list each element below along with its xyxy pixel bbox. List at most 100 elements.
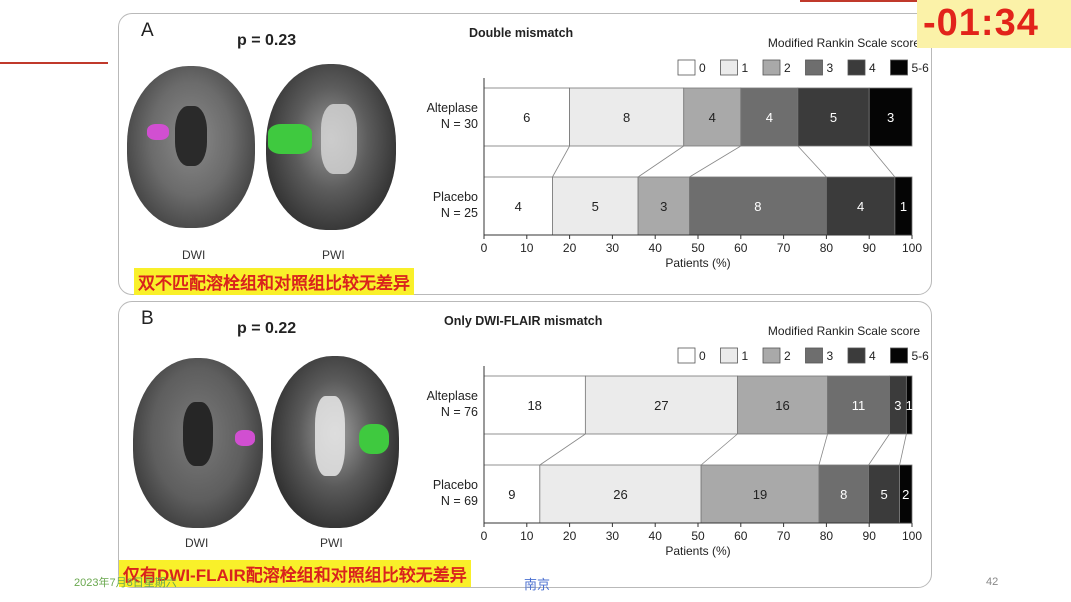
x-tick-label-0: 0	[481, 241, 488, 255]
connector-line	[797, 145, 827, 178]
bar-segment-placebo-4	[868, 464, 900, 524]
legend-title: Modified Rankin Scale score	[768, 36, 920, 50]
group-n-placebo: N = 25	[441, 206, 478, 220]
connector-line	[868, 145, 896, 178]
x-tick-label-20: 20	[563, 529, 577, 543]
legend-swatch-3	[805, 347, 823, 364]
x-tick-label-70: 70	[777, 529, 791, 543]
group-label-alteplase: Alteplase	[427, 101, 478, 115]
bar-value-placebo-4: 4	[857, 199, 864, 214]
pwi-label: PWI	[320, 536, 343, 550]
connector-line	[539, 433, 586, 466]
legend-label-0: 0	[699, 349, 706, 363]
conclusion-caption: 仅有DWI-FLAIR配溶栓组和对照组比较无差异	[119, 560, 471, 587]
group-n-alteplase: N = 76	[441, 405, 478, 419]
legend-swatch-4	[847, 347, 866, 364]
pwi-brain-image	[271, 356, 399, 528]
connector-line	[700, 433, 738, 466]
bar-value-placebo-5-6: 1	[900, 199, 907, 214]
ventricle-shape	[183, 402, 213, 466]
legend-label-3: 3	[827, 349, 834, 363]
x-tick-label-40: 40	[649, 529, 663, 543]
x-tick-label-100: 100	[902, 529, 922, 543]
legend-swatch-0	[677, 59, 696, 76]
pwi-brain-image	[266, 64, 396, 230]
x-tick-label-80: 80	[820, 241, 834, 255]
bar-segment-placebo-3	[689, 176, 827, 236]
legend-swatch-5-6	[890, 347, 908, 364]
bar-value-placebo-3: 8	[840, 487, 847, 502]
legend-swatch-2	[762, 59, 781, 76]
legend-label-0: 0	[699, 61, 706, 75]
bar-segment-alteplase-4	[797, 87, 870, 147]
decor-red-line-right	[800, 0, 940, 2]
footer-date: 2023年7月8日星期六	[74, 577, 177, 589]
legend-label-2: 2	[784, 61, 791, 75]
bar-value-placebo-2: 3	[660, 199, 667, 214]
connector-line	[552, 145, 570, 178]
stacked-bar-chart-a: Modified Rankin Scale score 0 1 2 3 4 5-6 6 8 4 4 5…	[427, 36, 930, 270]
legend-swatch-1	[720, 347, 738, 364]
timer-text: -01:34	[923, 2, 1039, 44]
connector-line	[637, 145, 684, 178]
bar-value-alteplase-4: 5	[830, 110, 837, 125]
bar-value-alteplase-5-6: 1	[906, 398, 913, 413]
x-tick-label-90: 90	[863, 241, 877, 255]
dwi-brain-image	[133, 358, 263, 528]
bar-value-placebo-4: 5	[880, 487, 887, 502]
countdown-timer: -01:34	[917, 0, 1071, 48]
legend-swatch-5-6	[890, 59, 908, 76]
x-tick-label-70: 70	[777, 241, 791, 255]
legend-label-5-6: 5-6	[912, 349, 930, 363]
panel-letter: B	[141, 308, 154, 329]
connector-line	[689, 145, 742, 178]
connector-line	[818, 433, 828, 466]
ventricle-shape	[175, 106, 207, 166]
chart-title: Double mismatch	[469, 26, 574, 40]
bar-segment-alteplase-3	[740, 87, 799, 147]
bar-value-placebo-0: 4	[515, 199, 522, 214]
x-tick-label-80: 80	[820, 529, 834, 543]
bar-segment-alteplase-2	[683, 87, 742, 147]
bar-segment-placebo-1	[552, 176, 639, 236]
bar-segment-placebo-1	[539, 464, 702, 524]
bar-value-placebo-1: 26	[613, 487, 627, 502]
bar-value-placebo-5-6: 2	[902, 487, 909, 502]
bar-value-alteplase-3: 11	[852, 398, 866, 413]
legend-label-4: 4	[869, 61, 876, 75]
legend-label-5-6: 5-6	[912, 61, 930, 75]
x-tick-label-50: 50	[691, 241, 705, 255]
x-tick-label-10: 10	[520, 241, 534, 255]
pwi-lesion-highlight	[268, 124, 312, 154]
pwi-lesion-highlight	[359, 424, 389, 454]
x-tick-label-60: 60	[734, 529, 748, 543]
x-tick-label-30: 30	[606, 529, 620, 543]
decor-red-line-left	[0, 62, 108, 64]
p-value: p = 0.23	[237, 32, 297, 49]
x-axis-label: Patients (%)	[665, 544, 730, 558]
legend-label-2: 2	[784, 349, 791, 363]
dwi-lesion-highlight	[235, 430, 255, 446]
legend-swatch-3	[805, 59, 823, 76]
bar-value-alteplase-5-6: 3	[887, 110, 894, 125]
bar-segment-placebo-3	[818, 464, 869, 524]
bar-value-alteplase-2: 16	[775, 398, 789, 413]
bar-segment-alteplase-5-6	[868, 87, 913, 147]
x-tick-label-90: 90	[863, 529, 877, 543]
x-axis-label: Patients (%)	[665, 256, 730, 270]
pwi-label: PWI	[322, 248, 345, 262]
dwi-lesion-highlight	[147, 124, 169, 140]
bar-segment-alteplase-2	[737, 375, 828, 435]
x-tick-label-10: 10	[520, 529, 534, 543]
conclusion-caption: 双不匹配溶栓组和对照组比较无差异	[134, 268, 414, 295]
connector-line	[899, 433, 907, 466]
group-n-alteplase: N = 30	[441, 117, 478, 131]
bar-value-alteplase-2: 4	[709, 110, 716, 125]
bar-value-alteplase-1: 27	[654, 398, 668, 413]
x-tick-label-20: 20	[563, 241, 577, 255]
bar-value-placebo-2: 19	[753, 487, 767, 502]
x-tick-label-0: 0	[481, 529, 488, 543]
x-tick-label-30: 30	[606, 241, 620, 255]
group-label-alteplase: Alteplase	[427, 389, 478, 403]
